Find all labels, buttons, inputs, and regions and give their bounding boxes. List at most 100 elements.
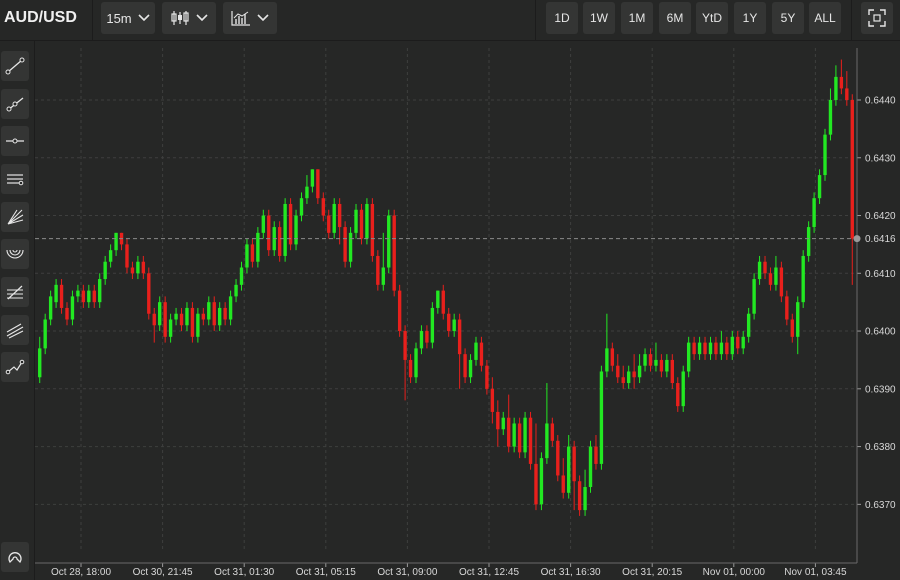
magnet-icon bbox=[8, 552, 22, 564]
tool-fan[interactable] bbox=[1, 202, 29, 232]
range-button-1w[interactable]: 1W bbox=[583, 2, 615, 34]
range-button-5y[interactable]: 5Y bbox=[772, 2, 804, 34]
candle-body bbox=[763, 261, 767, 274]
candle-body bbox=[779, 267, 784, 297]
candle-body bbox=[708, 342, 713, 355]
candle-body bbox=[430, 307, 435, 343]
candle-body bbox=[414, 348, 418, 378]
x-tick-label: Nov 01, 00:00 bbox=[703, 567, 766, 578]
price-chart[interactable]: 0.6370 0.6380 0.6390 0.6400 0.6410 0.6420 0.64… bbox=[35, 41, 900, 580]
candle-body bbox=[561, 475, 565, 493]
fibonacci-icon bbox=[7, 285, 23, 300]
candle-body bbox=[659, 359, 664, 372]
candle-body bbox=[610, 348, 615, 366]
candle-body bbox=[201, 313, 206, 320]
path-icon bbox=[5, 359, 25, 375]
candle-body bbox=[501, 417, 505, 430]
candle-body bbox=[288, 203, 293, 245]
candle-body bbox=[806, 227, 811, 256]
tool-parallel-channel[interactable] bbox=[1, 164, 29, 194]
chevron-down-icon bbox=[138, 14, 150, 22]
symbol-title[interactable]: AUD/USD bbox=[4, 9, 77, 26]
candle-body bbox=[441, 290, 445, 314]
x-tick-label: Nov 01, 03:45 bbox=[784, 567, 847, 578]
candle-body bbox=[796, 302, 800, 337]
candle-body bbox=[703, 342, 707, 355]
candle-body bbox=[648, 354, 653, 366]
tool-path[interactable] bbox=[1, 352, 29, 382]
trend-line-icon bbox=[5, 57, 25, 75]
candle-body bbox=[528, 417, 533, 464]
candle-body bbox=[539, 458, 544, 505]
candle-body bbox=[228, 296, 233, 320]
candle-body bbox=[217, 307, 222, 326]
candle-body bbox=[828, 99, 833, 135]
candle-body bbox=[403, 331, 407, 360]
candle-body bbox=[245, 244, 249, 268]
candle-body bbox=[588, 446, 593, 488]
candle-body bbox=[239, 267, 244, 285]
candle-body bbox=[457, 319, 462, 355]
x-tick-label: Oct 31, 05:15 bbox=[296, 567, 356, 578]
candle-body bbox=[376, 255, 380, 285]
candle-body bbox=[725, 342, 729, 355]
candle-body bbox=[223, 307, 227, 320]
tool-magnet[interactable] bbox=[1, 542, 29, 572]
arc-icon bbox=[6, 249, 24, 259]
range-button-1y[interactable]: 1Y bbox=[734, 2, 766, 34]
candle-body bbox=[757, 261, 762, 280]
y-tick-label: 0.6390 bbox=[865, 384, 896, 395]
candle-body bbox=[316, 169, 320, 199]
x-tick-label: Oct 31, 09:00 bbox=[377, 567, 437, 578]
toolbar: AUD/USD 15m 1D 1W 1M 6M YtD 1Y 5Y ALL bbox=[0, 0, 900, 41]
candle-body bbox=[43, 319, 47, 349]
ray-icon bbox=[6, 97, 24, 112]
candle-body bbox=[98, 279, 102, 303]
candle-body bbox=[686, 342, 691, 372]
candle-body bbox=[365, 203, 369, 239]
chart-type-dropdown[interactable] bbox=[162, 2, 216, 34]
indicators-dropdown[interactable] bbox=[223, 2, 277, 34]
candle-body bbox=[48, 296, 53, 320]
candle-body bbox=[812, 198, 816, 228]
candle-body bbox=[277, 227, 282, 256]
candle-body bbox=[283, 203, 287, 256]
fullscreen-button[interactable] bbox=[861, 2, 893, 34]
candle-body bbox=[496, 411, 500, 430]
candle-body bbox=[59, 284, 64, 308]
range-button-6m[interactable]: 6M bbox=[659, 2, 691, 34]
candle-body bbox=[310, 169, 315, 187]
x-tick-label: Oct 28, 18:00 bbox=[51, 567, 111, 578]
candle-body bbox=[845, 88, 849, 100]
candle-body bbox=[801, 255, 805, 303]
candle-body bbox=[354, 209, 358, 233]
candle-body bbox=[436, 290, 440, 308]
candle-body bbox=[697, 342, 702, 355]
toolbar-divider bbox=[535, 0, 536, 40]
candle-body bbox=[397, 290, 402, 332]
candle-body bbox=[114, 232, 118, 251]
candle-body bbox=[643, 354, 647, 366]
candle-body bbox=[474, 342, 478, 360]
range-button-1m[interactable]: 1M bbox=[621, 2, 653, 34]
range-button-ytd[interactable]: YtD bbox=[696, 2, 728, 34]
range-button-1d[interactable]: 1D bbox=[546, 2, 578, 34]
current-price-marker bbox=[853, 235, 861, 243]
candle-body bbox=[736, 336, 740, 349]
tool-horizontal-line[interactable] bbox=[1, 126, 29, 156]
candle-body bbox=[823, 134, 827, 176]
interval-dropdown[interactable]: 15m bbox=[101, 2, 155, 34]
tool-trend-line[interactable] bbox=[1, 51, 29, 81]
candle-body bbox=[152, 313, 156, 326]
x-tick-label: Oct 31, 20:15 bbox=[622, 567, 682, 578]
tool-fibonacci[interactable] bbox=[1, 277, 29, 307]
candle-body bbox=[381, 267, 385, 285]
tool-arc[interactable] bbox=[1, 239, 29, 269]
x-tick-label: Oct 31, 12:45 bbox=[459, 567, 519, 578]
candle-body bbox=[81, 290, 86, 303]
candle-body bbox=[567, 446, 571, 493]
candle-body bbox=[746, 313, 751, 337]
range-button-all[interactable]: ALL bbox=[809, 2, 841, 34]
tool-ray[interactable] bbox=[1, 89, 29, 119]
tool-pitchfork[interactable] bbox=[1, 315, 29, 345]
